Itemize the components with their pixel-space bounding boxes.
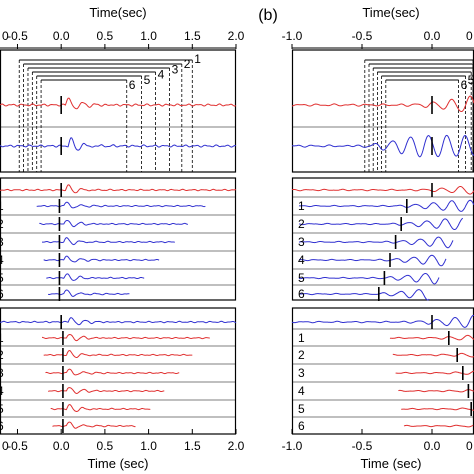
middle-row-label: 2 — [0, 217, 4, 231]
bottom-axis-title: Time (sec) — [88, 456, 149, 471]
bottom-tick-label: 0.0 — [424, 439, 441, 453]
bottom-row-trace — [45, 368, 180, 376]
partial-tick-label: 0 — [2, 439, 9, 453]
bottom-row-label: 6 — [298, 419, 305, 433]
bracket-label: 4 — [158, 68, 165, 82]
middle-row-trace — [46, 273, 145, 281]
middle-row-label: 4 — [0, 253, 4, 267]
top-trace — [291, 95, 474, 113]
bracket-label: 3 — [172, 62, 179, 76]
bottom-row-trace — [392, 352, 474, 358]
bracket-label: 1 — [194, 52, 201, 66]
middle-row-trace — [298, 273, 440, 285]
bottom-row-trace — [47, 387, 165, 395]
middle-row-trace — [36, 201, 206, 209]
partial-tick-label: 0 — [2, 29, 9, 43]
frame-bottom — [0, 307, 237, 435]
bracket-label: 5 — [468, 73, 474, 87]
middle-row-label: 3 — [0, 235, 4, 249]
bottom-tick-label: -0.5 — [352, 439, 373, 453]
frame-top — [0, 49, 237, 173]
bottom-tick-label: -1.0 — [282, 439, 303, 453]
bottom-row-trace — [43, 349, 193, 358]
middle-row-trace — [299, 289, 430, 301]
bottom-row-label: 1 — [0, 331, 4, 345]
bottom-row-trace — [389, 334, 474, 341]
top-trace — [0, 97, 237, 110]
top-axis-title: Time(sec) — [362, 5, 419, 20]
middle-row-label: 6 — [298, 287, 305, 301]
middle-row-trace — [48, 289, 130, 297]
bottom-reference-trace — [291, 314, 474, 328]
top-tick-label: 0.0 — [53, 29, 70, 43]
bottom-row-label: 1 — [298, 331, 305, 345]
bottom-row-label: 5 — [0, 402, 4, 416]
bottom-tick-label: -0.5 — [7, 439, 28, 453]
bottom-row-trace — [398, 389, 474, 393]
top-axis-title: Time(sec) — [89, 5, 146, 20]
bottom-row-trace — [395, 370, 474, 375]
middle-row-trace — [298, 199, 474, 212]
middle-reference-trace — [291, 186, 474, 195]
middle-row-trace — [298, 236, 454, 249]
top-trace — [292, 134, 474, 158]
middle-row-label: 5 — [0, 271, 4, 285]
top-tick-label: -0.5 — [352, 29, 373, 43]
frame-middle — [0, 177, 237, 301]
panel-label: (b) — [258, 7, 278, 24]
middle-reference-trace — [0, 184, 237, 194]
bottom-row-trace — [50, 404, 151, 412]
middle-row-trace — [298, 254, 447, 267]
middle-row-trace — [43, 255, 160, 263]
middle-row-label: 5 — [298, 271, 305, 285]
bracket-label: 5 — [144, 73, 151, 87]
middle-row-trace — [42, 237, 175, 246]
partial-tick-label: 0 — [466, 29, 473, 43]
bottom-row-trace — [401, 407, 474, 411]
middle-row-trace — [39, 220, 188, 228]
bottom-tick-label: 2.0 — [228, 439, 245, 453]
bottom-tick-label: 1.5 — [184, 439, 201, 453]
bottom-row-label: 2 — [298, 348, 305, 362]
bottom-row-label: 5 — [298, 402, 305, 416]
top-tick-label: 0.0 — [424, 29, 441, 43]
middle-row-label: 6 — [0, 287, 4, 301]
bottom-reference-trace — [0, 317, 237, 326]
bottom-tick-label: 0.5 — [97, 439, 114, 453]
top-tick-label: -1.0 — [282, 29, 303, 43]
frame-bottom — [291, 307, 474, 435]
bottom-axis-title: Time (sec) — [361, 456, 422, 471]
partial-tick-label: 0 — [466, 439, 473, 453]
frame-middle — [291, 177, 474, 301]
bracket-label: 2 — [184, 57, 191, 71]
bottom-row-trace — [52, 421, 136, 429]
bracket-label: 6 — [461, 78, 468, 92]
bottom-row-trace — [403, 424, 474, 428]
bottom-tick-label: 1.0 — [140, 439, 157, 453]
bottom-row-label: 4 — [0, 384, 4, 398]
panel-a: -0.5 -0.5 0.0 0.0 0.5 0.5 1.0 1.0 1.5 1.5 2.0 2.0 0 0… — [0, 5, 245, 471]
panel-b: -1.0 -1.0 -0.5 -0.5 0.0 0.0 0 0 Time(sec) Time (s… — [258, 5, 474, 471]
bottom-row-label: 2 — [0, 348, 4, 362]
top-tick-label: 1.0 — [140, 29, 157, 43]
bottom-row-label: 3 — [298, 366, 305, 380]
top-tick-label: -0.5 — [7, 29, 28, 43]
top-tick-label: 1.5 — [184, 29, 201, 43]
bottom-row-label: 6 — [0, 419, 4, 433]
bracket-label: 6 — [129, 78, 136, 92]
bottom-row-trace — [42, 333, 210, 342]
middle-row-trace — [298, 217, 464, 230]
bottom-tick-label: 0.0 — [53, 439, 70, 453]
top-tick-label: 2.0 — [228, 29, 245, 43]
bottom-row-label: 4 — [298, 384, 305, 398]
top-tick-label: 0.5 — [97, 29, 114, 43]
middle-row-label: 1 — [0, 199, 4, 213]
middle-row-label: 2 — [298, 217, 305, 231]
middle-row-label: 1 — [298, 199, 305, 213]
middle-row-label: 4 — [298, 253, 305, 267]
top-trace — [0, 137, 237, 151]
bottom-row-label: 3 — [0, 366, 4, 380]
middle-row-label: 3 — [298, 235, 305, 249]
